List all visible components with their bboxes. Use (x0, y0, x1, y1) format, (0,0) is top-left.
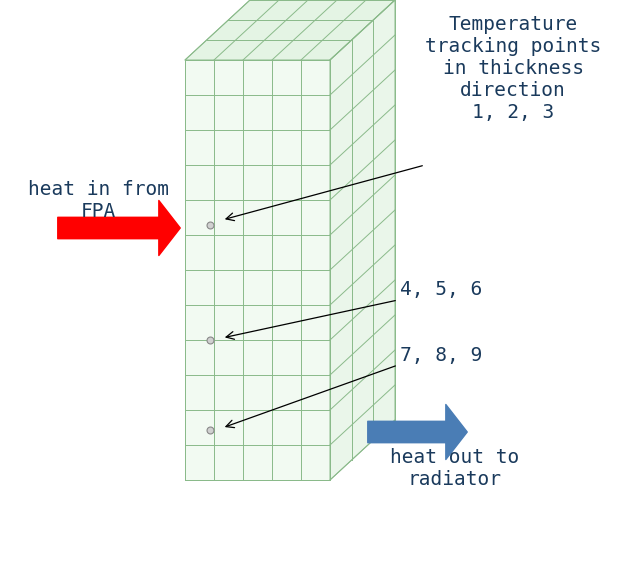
Text: Temperature
tracking points
in thickness
direction
1, 2, 3: Temperature tracking points in thickness… (425, 15, 601, 122)
Polygon shape (185, 0, 395, 60)
Text: heat in from
FPA: heat in from FPA (28, 180, 169, 221)
Polygon shape (330, 0, 395, 480)
Text: 7, 8, 9: 7, 8, 9 (400, 346, 482, 365)
Text: 4, 5, 6: 4, 5, 6 (400, 280, 482, 299)
Text: heat out to
radiator: heat out to radiator (390, 448, 519, 489)
Polygon shape (185, 60, 330, 480)
